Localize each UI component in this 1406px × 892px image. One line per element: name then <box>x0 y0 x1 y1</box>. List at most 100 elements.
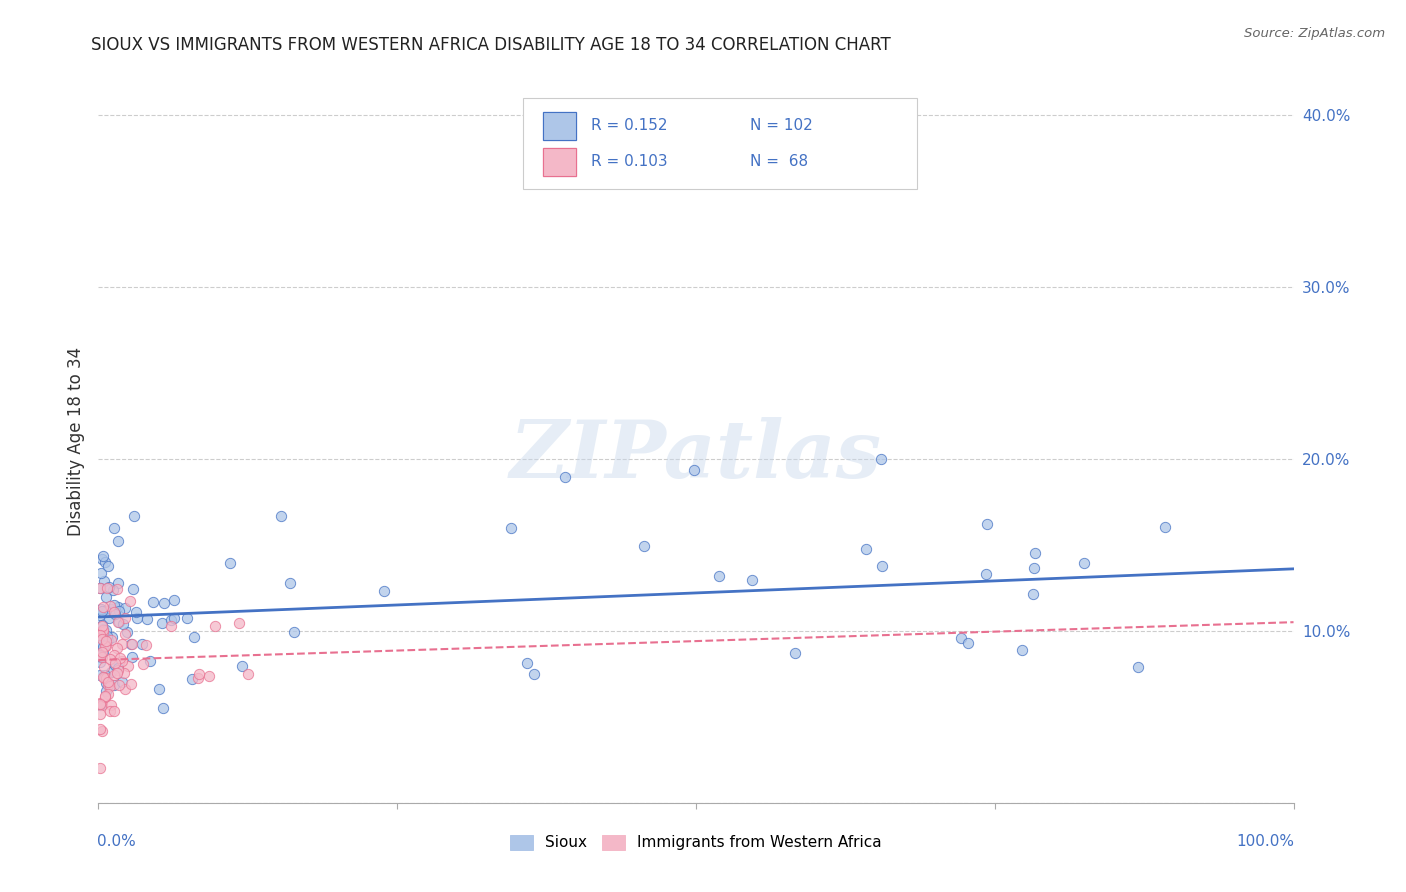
Point <box>96 590 118 604</box>
Point <box>107 615 129 629</box>
Point <box>97 677 120 691</box>
Point <box>100 630 122 644</box>
Point <box>163 593 186 607</box>
Point <box>139 654 162 668</box>
Point <box>100 632 122 647</box>
Point <box>120 677 142 691</box>
Point <box>523 666 546 681</box>
Point <box>283 625 305 640</box>
Point <box>89 696 111 710</box>
Point <box>91 549 114 563</box>
Point <box>114 601 136 615</box>
Point <box>278 575 301 590</box>
Point <box>91 632 114 646</box>
Point <box>183 630 205 644</box>
Point <box>94 604 117 618</box>
Point <box>633 539 655 553</box>
Point <box>142 595 165 609</box>
Point <box>270 508 292 523</box>
Point <box>98 599 121 613</box>
Legend: Sioux, Immigrants from Western Africa: Sioux, Immigrants from Western Africa <box>503 829 889 856</box>
Point <box>94 555 117 569</box>
Bar <box>543 148 576 176</box>
Point <box>121 649 143 664</box>
Bar <box>543 112 576 139</box>
Point <box>90 724 112 739</box>
Point <box>976 516 998 531</box>
Point <box>91 645 114 659</box>
Point <box>176 611 198 625</box>
Point <box>107 599 129 614</box>
Text: R = 0.152: R = 0.152 <box>591 118 668 133</box>
Point <box>98 704 121 718</box>
Point <box>107 615 129 629</box>
Point <box>98 580 121 594</box>
Point <box>135 612 157 626</box>
Point <box>121 636 143 650</box>
Point <box>90 698 112 712</box>
Point <box>107 604 129 618</box>
Point <box>100 602 122 616</box>
Point <box>373 584 395 599</box>
Point <box>1126 659 1149 673</box>
Point <box>741 573 763 587</box>
Point <box>91 619 114 633</box>
Text: 100.0%: 100.0% <box>1237 834 1295 849</box>
Point <box>91 629 114 643</box>
Point <box>93 574 115 588</box>
Point <box>198 668 221 682</box>
Point <box>97 611 120 625</box>
Point <box>89 625 111 640</box>
Point <box>103 605 125 619</box>
Text: R = 0.103: R = 0.103 <box>591 153 668 169</box>
Point <box>100 665 122 680</box>
Point <box>94 668 117 682</box>
Point <box>501 520 523 534</box>
Point <box>1022 561 1045 575</box>
Point <box>115 624 138 639</box>
Text: 0.0%: 0.0% <box>97 834 136 849</box>
Point <box>91 623 114 637</box>
Point <box>91 618 114 632</box>
Point <box>89 698 111 712</box>
Point <box>135 638 157 652</box>
Point <box>111 654 134 668</box>
Point <box>91 637 114 651</box>
Point <box>103 704 125 718</box>
Point <box>89 655 111 669</box>
Point <box>89 698 111 712</box>
Point <box>101 582 124 597</box>
Point <box>231 659 253 673</box>
Point <box>94 684 117 698</box>
Point <box>103 521 125 535</box>
Point <box>131 637 153 651</box>
Point <box>105 582 128 596</box>
Point <box>96 582 118 596</box>
Point <box>94 639 117 653</box>
Point <box>1024 545 1046 559</box>
Point <box>162 611 184 625</box>
Bar <box>543 148 576 176</box>
Point <box>96 640 118 654</box>
Point <box>91 624 114 639</box>
Point <box>103 668 125 682</box>
Point <box>89 706 111 721</box>
Point <box>90 645 112 659</box>
Point <box>117 658 139 673</box>
Point <box>96 687 118 701</box>
Point <box>90 650 112 665</box>
Point <box>105 640 128 655</box>
Point <box>89 581 111 595</box>
Point <box>90 602 112 616</box>
Point <box>153 596 176 610</box>
Point <box>1011 643 1033 657</box>
Text: N =  68: N = 68 <box>749 153 808 169</box>
Point <box>111 637 134 651</box>
Point <box>91 551 114 566</box>
Point <box>1022 587 1045 601</box>
Point <box>870 558 893 573</box>
Point <box>152 700 174 714</box>
Point <box>89 761 111 775</box>
Point <box>105 666 128 681</box>
Point <box>707 569 730 583</box>
